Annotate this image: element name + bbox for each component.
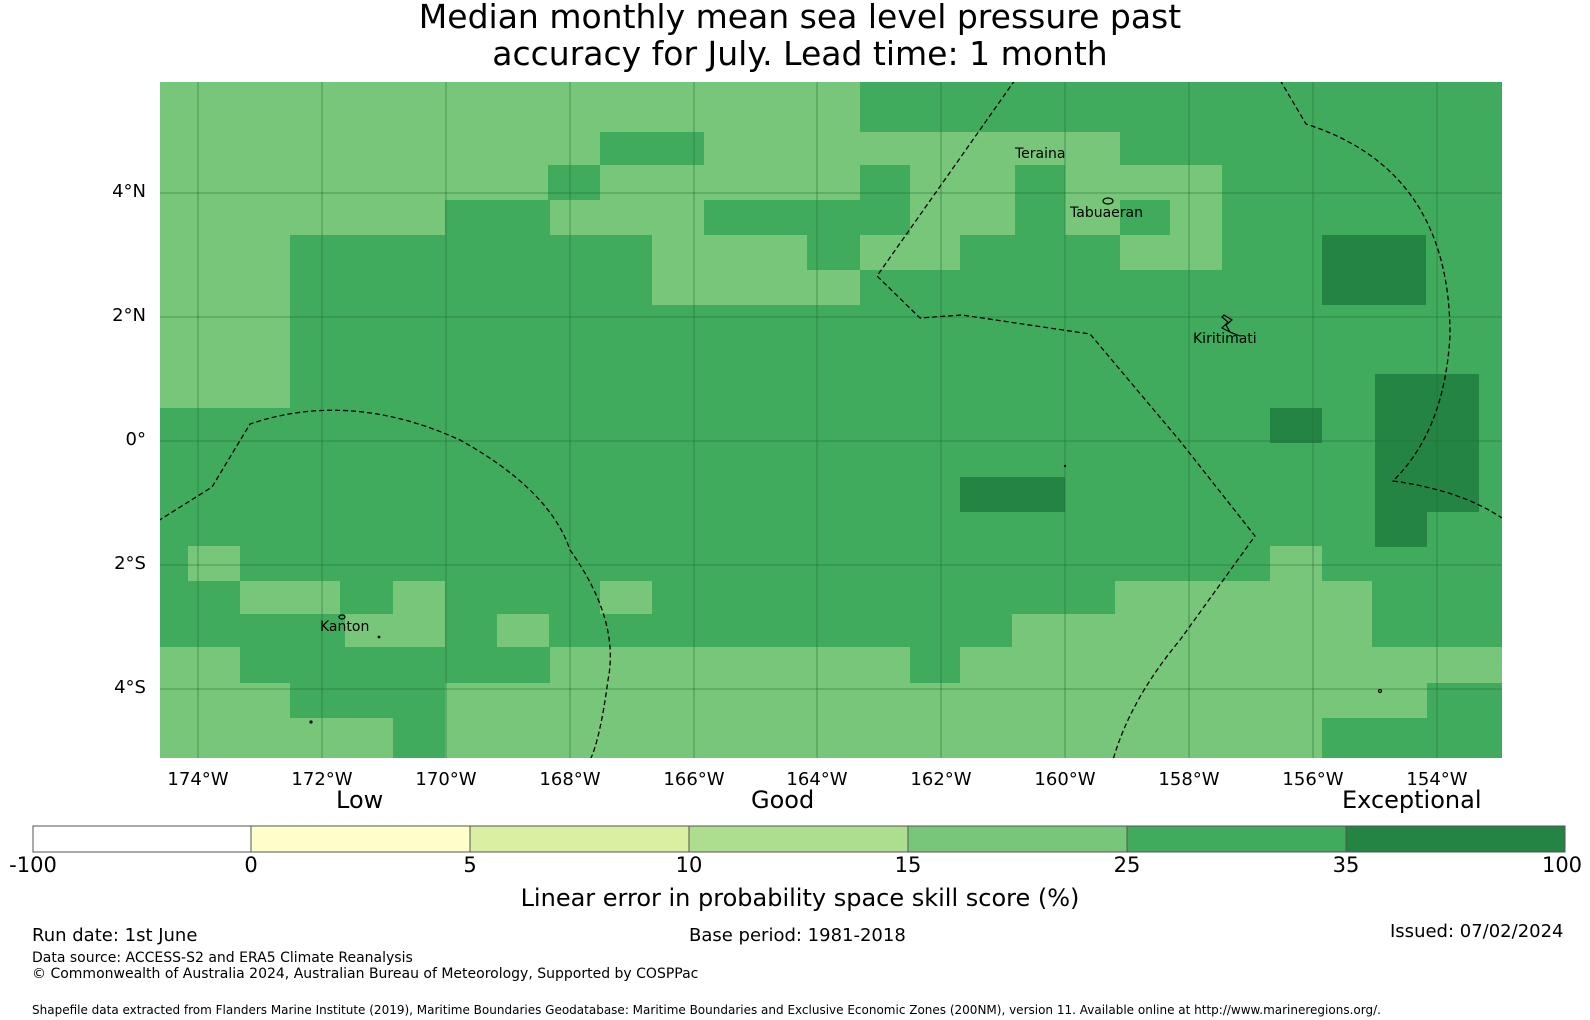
colorbar-tick-label: -100 <box>9 853 57 877</box>
colorbar-segment-3 <box>469 825 690 853</box>
lat-label: 2°N <box>112 305 146 326</box>
colorbar-segment-4 <box>688 825 909 853</box>
lon-label: 156°W <box>1282 769 1344 790</box>
run-date: Run date: 1st June <box>32 925 198 946</box>
lon-label: 160°W <box>1034 769 1096 790</box>
data-source: Data source: ACCESS-S2 and ERA5 Climate … <box>32 950 413 966</box>
colorbar-category-exceptional: Exceptional <box>1342 786 1482 814</box>
eez-boundaries <box>160 82 1502 758</box>
place-label-teraina: Teraina <box>1015 146 1066 162</box>
colorbar-tick-label: 25 <box>1113 853 1141 877</box>
lon-label: 170°W <box>415 769 477 790</box>
lon-label: 172°W <box>291 769 353 790</box>
chart-title-line-2: accuracy for July. Lead time: 1 month <box>492 34 1108 73</box>
chart-title-line-1: Median monthly mean sea level pressure p… <box>418 0 1182 36</box>
colorbar-tick-label: 15 <box>894 853 922 877</box>
base-period: Base period: 1981-2018 <box>689 925 906 946</box>
lon-label: 168°W <box>539 769 601 790</box>
lon-label: 166°W <box>663 769 725 790</box>
colorbar-title: Linear error in probability space skill … <box>520 884 1080 912</box>
copyright: © Commonwealth of Australia 2024, Austra… <box>32 966 699 982</box>
map-gridlines <box>160 82 1502 758</box>
place-label-kanton: Kanton <box>320 619 370 635</box>
lat-label: 2°S <box>114 553 146 574</box>
colorbar-tick-label: 100 <box>1541 853 1583 877</box>
lon-label: 162°W <box>910 769 972 790</box>
lon-label: 174°W <box>167 769 229 790</box>
colorbar-segment-1 <box>32 825 252 853</box>
colorbar-segment-2 <box>250 825 471 853</box>
colorbar-category-good: Good <box>751 786 815 814</box>
colorbar-tick-label: 0 <box>244 853 258 877</box>
mid-skill-regions <box>188 82 1502 758</box>
colorbar-category-low: Low <box>336 786 384 814</box>
issued-date: Issued: 07/02/2024 <box>1390 921 1564 942</box>
place-label-tabuaeran: Tabuaeran <box>1070 205 1143 221</box>
lon-label: 154°W <box>1406 769 1468 790</box>
colorbar <box>32 825 1566 853</box>
colorbar-segment-6 <box>1126 825 1347 853</box>
lon-label: 164°W <box>786 769 848 790</box>
shapefile-credit: Shapefile data extracted from Flanders M… <box>32 1003 1381 1017</box>
colorbar-tick-label: 35 <box>1332 853 1360 877</box>
colorbar-segment-7 <box>1345 825 1566 853</box>
colorbar-segment-5 <box>907 825 1128 853</box>
lat-label: 0° <box>125 429 146 450</box>
lat-label: 4°N <box>112 181 146 202</box>
light-skill-regions <box>160 82 1502 758</box>
high-skill-regions <box>960 235 1479 547</box>
colorbar-tick-label: 5 <box>463 853 477 877</box>
island-outlines <box>309 197 1383 724</box>
colorbar-tick-label: 10 <box>675 853 703 877</box>
place-label-kiritimati: Kiritimati <box>1193 331 1257 347</box>
lon-label: 158°W <box>1158 769 1220 790</box>
lat-label: 4°S <box>114 677 146 698</box>
